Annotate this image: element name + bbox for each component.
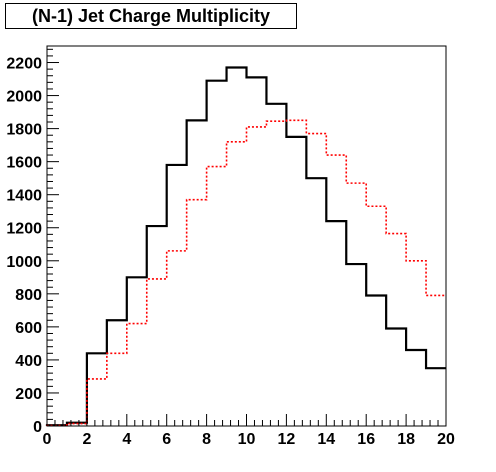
- x-tick-label: 6: [162, 431, 171, 448]
- chart-title-box: (N-1) Jet Charge Multiplicity: [5, 3, 297, 29]
- x-tick-label: 8: [202, 431, 211, 448]
- x-tick-label: 0: [43, 431, 52, 448]
- x-tick-label: 16: [357, 431, 375, 448]
- x-tick-label: 18: [397, 431, 415, 448]
- y-tick-label: 800: [15, 287, 42, 304]
- x-tick-label: 14: [317, 431, 335, 448]
- y-tick-label: 400: [15, 353, 42, 370]
- y-tick-label: 1600: [6, 155, 42, 172]
- axis-layer: 0200400600800100012001400160018002000220…: [6, 48, 455, 448]
- y-tick-label: 1800: [6, 122, 42, 139]
- y-tick-label: 600: [15, 320, 42, 337]
- y-tick-label: 1000: [6, 254, 42, 271]
- y-tick-label: 0: [33, 419, 42, 436]
- y-tick-label: 2000: [6, 89, 42, 106]
- y-tick-label: 2200: [6, 56, 42, 73]
- x-tick-label: 4: [122, 431, 131, 448]
- x-tick-label: 2: [82, 431, 91, 448]
- chart-title: (N-1) Jet Charge Multiplicity: [31, 5, 271, 26]
- histogram-layer: [45, 66, 446, 427]
- x-tick-label: 20: [437, 431, 455, 448]
- histogram-series-1: [45, 66, 446, 427]
- x-tick-label: 12: [278, 431, 296, 448]
- y-tick-label: 200: [15, 386, 42, 403]
- histogram-series-2: [46, 119, 446, 427]
- y-tick-label: 1400: [6, 188, 42, 205]
- x-tick-label: 10: [238, 431, 256, 448]
- y-tick-label: 1200: [6, 221, 42, 238]
